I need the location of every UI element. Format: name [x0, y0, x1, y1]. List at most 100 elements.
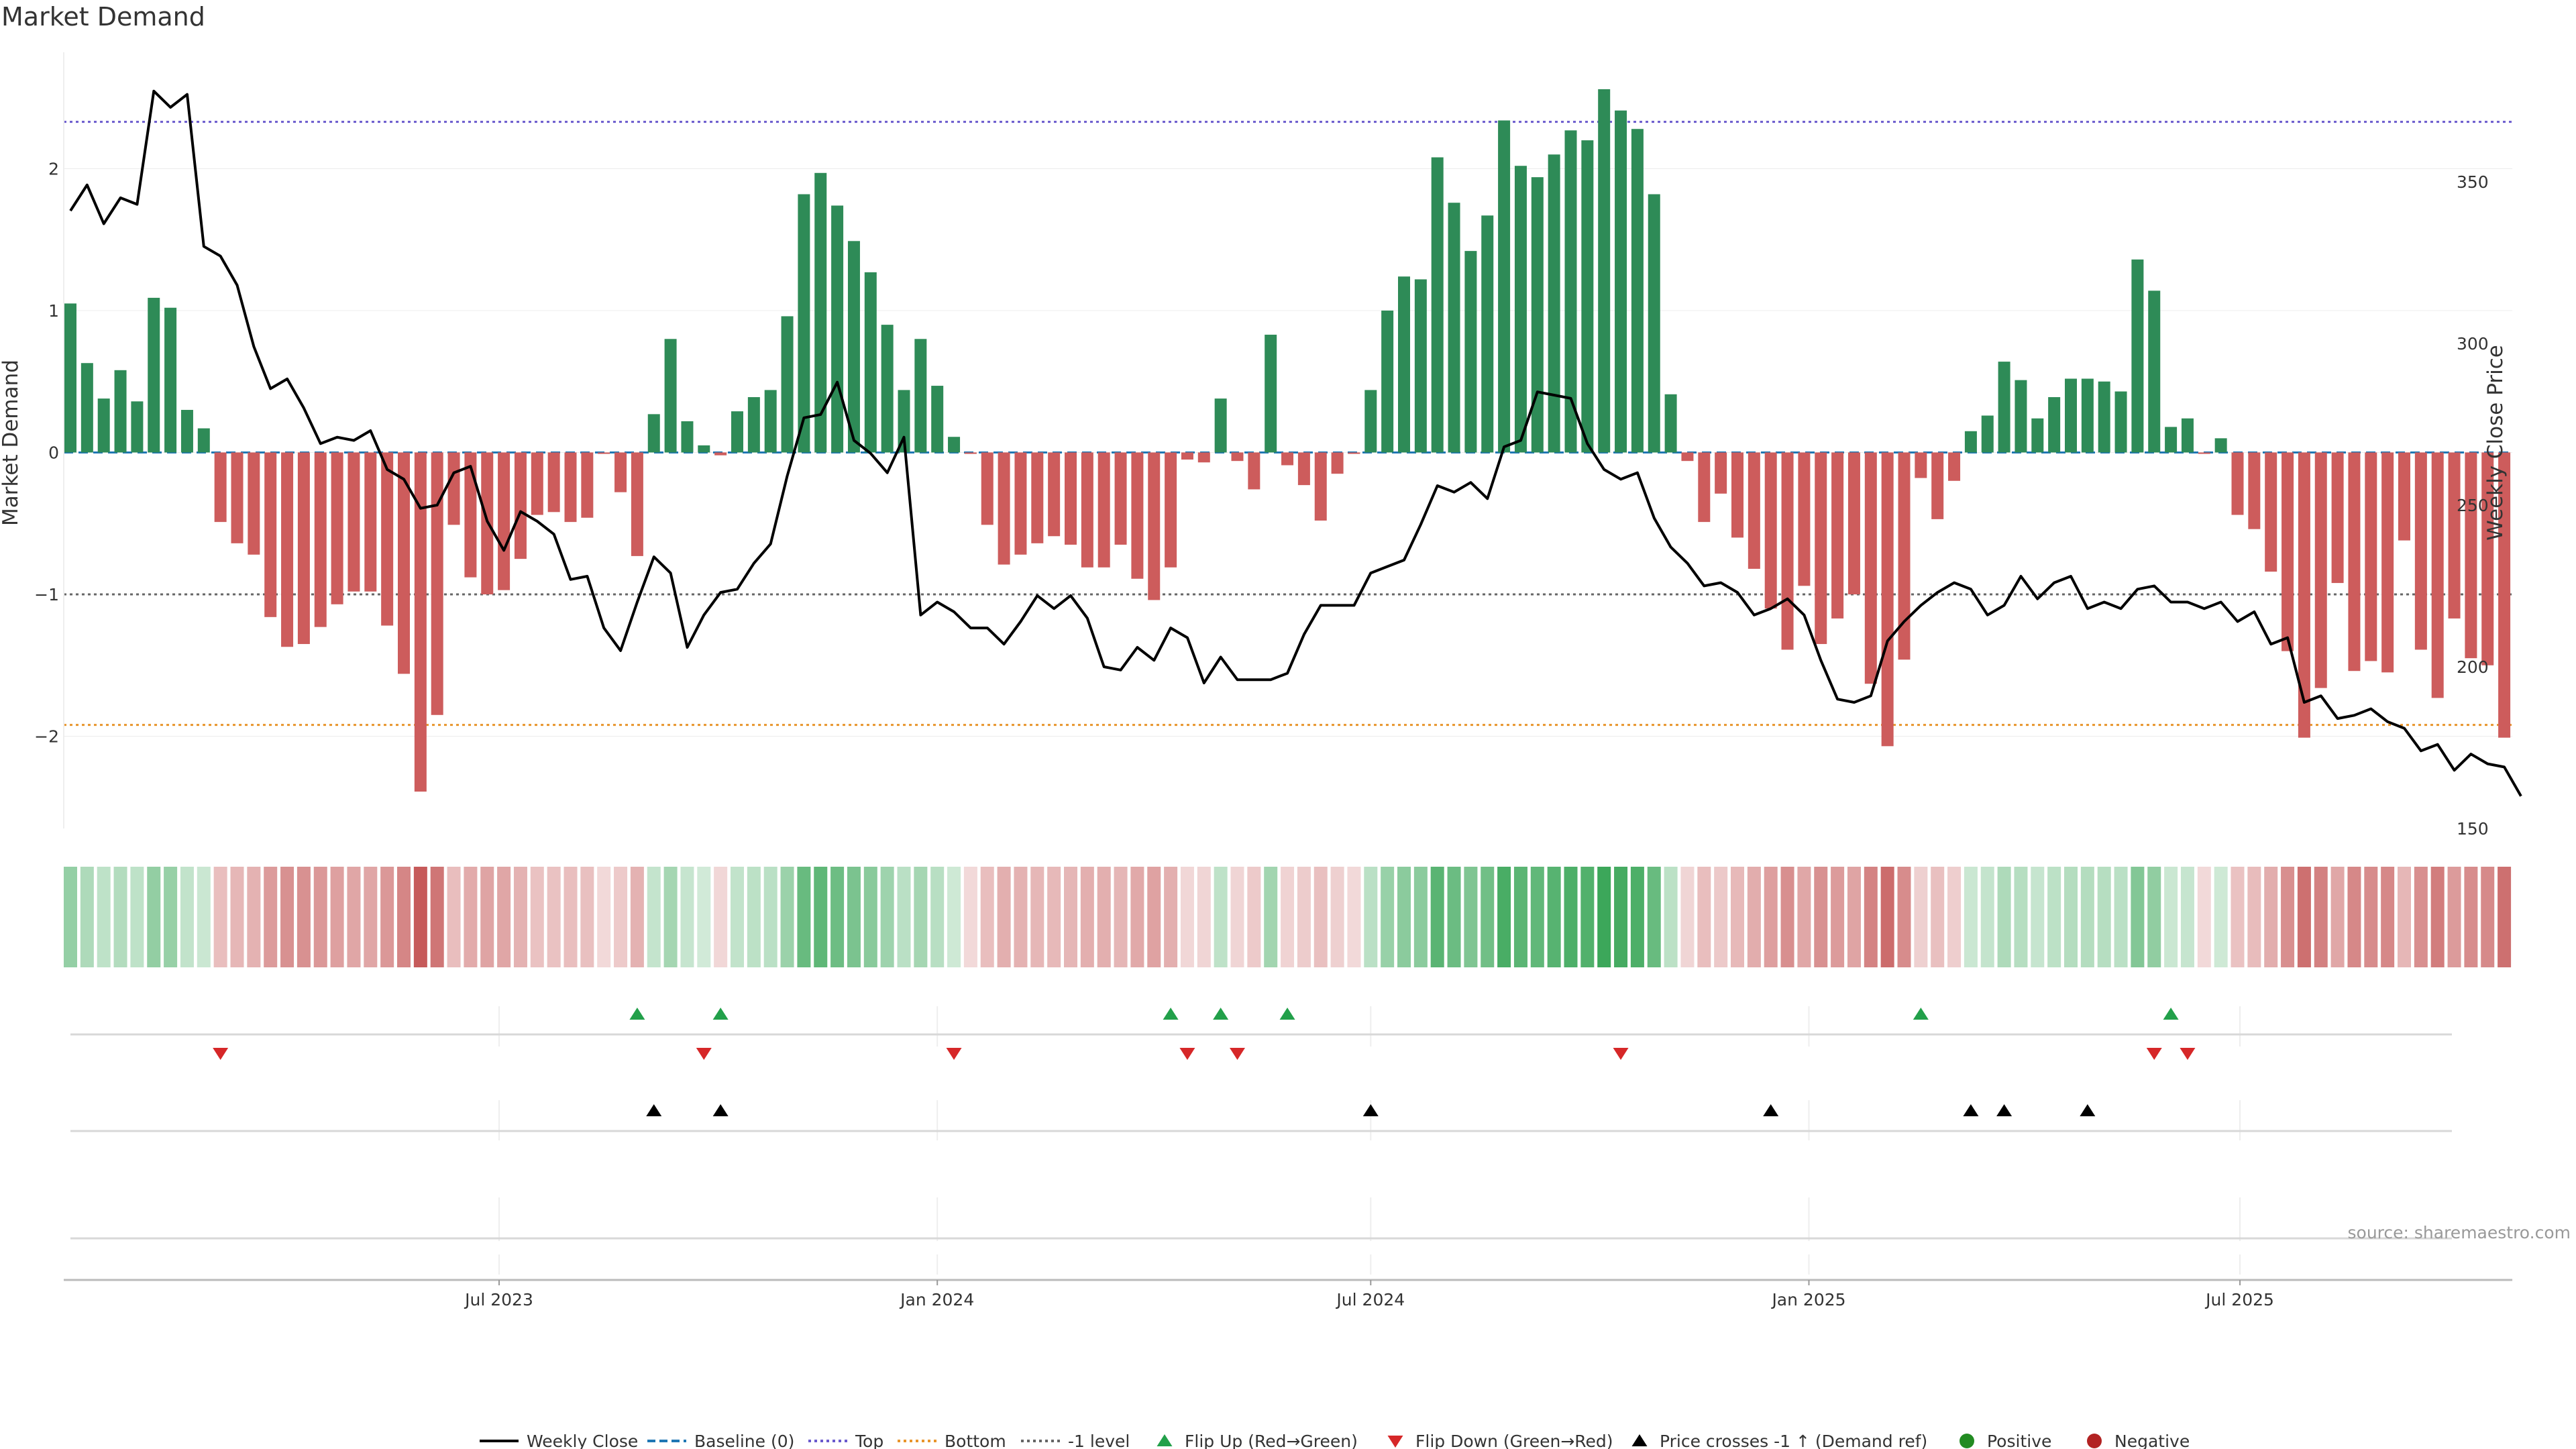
demand-bar-positive: [1464, 251, 1477, 453]
heat-cell: [97, 867, 111, 967]
heat-cell: [1530, 867, 1544, 967]
demand-bar-negative: [1014, 452, 1027, 555]
demand-bar-positive: [1398, 276, 1410, 453]
demand-bar-negative: [1681, 452, 1694, 462]
legend-label: Bottom: [945, 1432, 1006, 1449]
heat-cell: [1313, 867, 1328, 967]
heat-cell: [1497, 867, 1511, 967]
heat-cell: [1413, 867, 1428, 967]
demand-bar-positive: [664, 339, 677, 453]
demand-bar-negative: [2381, 452, 2394, 673]
heat-cell: [1281, 867, 1295, 967]
demand-bar-negative: [1297, 452, 1310, 486]
legend-label: Baseline (0): [694, 1432, 794, 1449]
flip-up-marker: [629, 1008, 645, 1020]
demand-bar-negative: [1081, 452, 1093, 568]
flip-down-marker: [946, 1048, 962, 1060]
demand-bar-negative: [2248, 452, 2261, 529]
demand-bar-negative: [2331, 452, 2344, 584]
demand-bar-positive: [1998, 362, 2010, 453]
demand-bar-positive: [898, 390, 910, 453]
demand-bar-positive: [1548, 154, 1560, 453]
demand-bar-negative: [2314, 452, 2327, 688]
heat-cell: [847, 867, 861, 967]
price-cross-marker: [1763, 1104, 1779, 1116]
heat-cell: [2264, 867, 2278, 967]
demand-bar-positive: [97, 398, 110, 453]
demand-bar-negative: [531, 452, 543, 515]
demand-bar-negative: [2465, 452, 2477, 659]
heat-cell: [914, 867, 928, 967]
demand-bar-negative: [2398, 452, 2410, 541]
heat-cell: [1964, 867, 1978, 967]
demand-bar-negative: [514, 452, 527, 559]
heat-cell: [547, 867, 561, 967]
heat-cell: [1247, 867, 1261, 967]
demand-bar-negative: [564, 452, 577, 523]
heat-cell: [1797, 867, 1811, 967]
demand-bar-negative: [1764, 452, 1777, 609]
demand-bar-negative: [2365, 452, 2377, 661]
demand-bar-negative: [331, 452, 343, 604]
heat-cell: [413, 867, 427, 967]
heat-cell: [1647, 867, 1661, 967]
demand-bar-positive: [2181, 418, 2194, 453]
demand-bar-positive: [197, 428, 210, 453]
demand-bar-positive: [1564, 130, 1577, 453]
heat-cell: [2447, 867, 2461, 967]
demand-bar-positive: [80, 363, 93, 453]
price-cross-marker: [2080, 1104, 2096, 1116]
legend-item: Flip Up (Red→Green): [1157, 1432, 1358, 1449]
heat-cell: [2498, 867, 2512, 967]
demand-bar-positive: [681, 421, 694, 453]
heat-cell: [130, 867, 144, 967]
heat-cell: [313, 867, 327, 967]
heat-cell: [1381, 867, 1395, 967]
heat-cell: [2414, 867, 2428, 967]
heat-cell: [1430, 867, 1444, 967]
left-tick-label: −1: [34, 585, 59, 604]
demand-bar-positive: [2114, 391, 2127, 453]
legend-swatch: [1387, 1436, 1403, 1448]
heat-cell: [280, 867, 294, 967]
demand-bar-negative: [2198, 452, 2210, 454]
demand-bar-negative: [1314, 452, 1327, 521]
demand-bar-positive: [1664, 394, 1677, 453]
price-cross-marker: [1362, 1104, 1379, 1116]
demand-bar-negative: [1915, 452, 1927, 478]
demand-bar-negative: [248, 452, 260, 555]
heat-cell: [2114, 867, 2128, 967]
heat-cell: [647, 867, 661, 967]
flip-down-marker: [213, 1048, 229, 1060]
heat-cell: [1014, 867, 1028, 967]
heat-cell: [2047, 867, 2061, 967]
heat-cell: [1547, 867, 1561, 967]
heat-cell: [213, 867, 227, 967]
demand-bar-negative: [2265, 452, 2277, 572]
demand-bar-positive: [1981, 415, 1994, 453]
demand-bar-positive: [164, 307, 177, 453]
demand-bar-negative: [381, 452, 394, 626]
heat-cell: [1197, 867, 1211, 967]
demand-bar-negative: [1165, 452, 1177, 568]
demand-bar-positive: [1381, 310, 1394, 453]
demand-bar-negative: [1281, 452, 1294, 466]
heat-cell: [580, 867, 594, 967]
heat-cell: [1697, 867, 1711, 967]
demand-bar-positive: [64, 303, 76, 453]
legend-label: Negative: [2114, 1432, 2190, 1449]
demand-bar-positive: [131, 401, 144, 453]
demand-bar-positive: [1498, 120, 1511, 453]
demand-bar-positive: [1581, 140, 1594, 453]
heat-cell: [1947, 867, 1962, 967]
demand-bar-negative: [464, 452, 477, 578]
flip-down-marker: [696, 1048, 712, 1060]
demand-bar-negative: [1831, 452, 1844, 619]
demand-bar-positive: [747, 396, 760, 453]
heat-cell: [1680, 867, 1695, 967]
demand-bar-negative: [2448, 452, 2461, 619]
heat-cell: [780, 867, 794, 967]
heat-cell: [1214, 867, 1228, 967]
legend-label: Flip Down (Green→Red): [1415, 1432, 1613, 1449]
legend-label: Price crosses -1 ↑ (Demand ref): [1660, 1432, 1927, 1449]
